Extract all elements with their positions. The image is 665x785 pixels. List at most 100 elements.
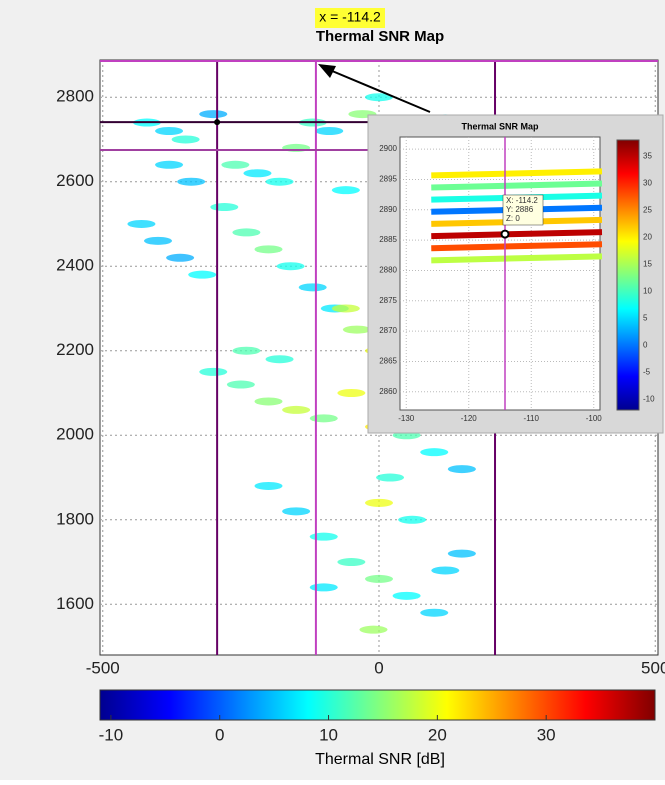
y-tick-label: 2200 bbox=[56, 340, 94, 359]
snr-point bbox=[232, 228, 260, 236]
snr-point bbox=[448, 465, 476, 473]
snr-point bbox=[431, 566, 459, 574]
inset-colorbar-tick-label: 30 bbox=[643, 178, 652, 187]
inset-colorbar-tick-label: 15 bbox=[643, 259, 652, 268]
inset-colorbar-tick-label: 25 bbox=[643, 205, 652, 214]
inset-y-tick-label: 2885 bbox=[379, 235, 397, 244]
snr-point bbox=[332, 186, 360, 194]
snr-point bbox=[343, 326, 371, 334]
colorbar-label: Thermal SNR [dB] bbox=[315, 751, 445, 768]
y-tick-label: 2600 bbox=[56, 171, 94, 190]
snr-point bbox=[310, 583, 338, 591]
snr-point bbox=[398, 516, 426, 524]
snr-point bbox=[144, 237, 172, 245]
cursor-dot bbox=[214, 119, 220, 125]
inset-y-tick-label: 2880 bbox=[379, 266, 397, 275]
inset-datatip-text: Y: 2886 bbox=[506, 205, 534, 214]
inset-colorbar-tick-label: 20 bbox=[643, 232, 652, 241]
snr-point bbox=[266, 178, 294, 186]
snr-point bbox=[337, 558, 365, 566]
snr-point bbox=[332, 304, 360, 312]
snr-point bbox=[255, 397, 283, 405]
colorbar-tick-label: 30 bbox=[537, 725, 556, 744]
snr-point bbox=[315, 127, 343, 135]
snr-point bbox=[127, 220, 155, 228]
snr-point bbox=[227, 381, 255, 389]
inset-datatip-text: X: -114.2 bbox=[506, 196, 538, 205]
x-tick-label: 0 bbox=[374, 658, 383, 677]
snr-point bbox=[199, 368, 227, 376]
inset-x-tick-label: -110 bbox=[524, 414, 540, 423]
snr-point bbox=[155, 127, 183, 135]
y-tick-label: 2400 bbox=[56, 256, 94, 275]
inset-band bbox=[431, 232, 602, 236]
inset-y-tick-label: 2890 bbox=[379, 205, 397, 214]
x-tick-label: -500 bbox=[86, 658, 120, 677]
snr-point bbox=[310, 414, 338, 422]
snr-point bbox=[448, 550, 476, 558]
inset-colorbar-tick-label: -10 bbox=[643, 394, 655, 403]
y-tick-label: 1800 bbox=[56, 509, 94, 528]
colorbar-tick-label: 0 bbox=[215, 725, 224, 744]
x-tick-label: 500 bbox=[641, 658, 665, 677]
snr-point bbox=[299, 283, 327, 291]
colorbar-tick-label: 10 bbox=[319, 725, 338, 744]
inset-x-tick-label: -130 bbox=[398, 414, 415, 423]
inset-plot bbox=[400, 137, 600, 410]
snr-point bbox=[365, 499, 393, 507]
inset-datatip-text: Z: 0 bbox=[506, 214, 520, 223]
snr-point bbox=[210, 203, 238, 211]
snr-point bbox=[310, 533, 338, 541]
snr-point bbox=[393, 592, 421, 600]
inset-y-tick-label: 2860 bbox=[379, 387, 397, 396]
y-tick-label: 2800 bbox=[56, 87, 94, 106]
inset-colorbar-tick-label: 0 bbox=[643, 340, 648, 349]
snr-point bbox=[172, 135, 200, 143]
inset-x-tick-label: -100 bbox=[586, 414, 603, 423]
snr-point bbox=[266, 355, 294, 363]
snr-point bbox=[177, 178, 205, 186]
inset-x-tick-label: -120 bbox=[461, 414, 478, 423]
snr-point bbox=[365, 575, 393, 583]
inset-band bbox=[431, 256, 602, 260]
chart-title: Thermal SNR Map bbox=[316, 28, 444, 45]
snr-point bbox=[221, 161, 249, 169]
inset-y-tick-label: 2875 bbox=[379, 296, 397, 305]
inset-colorbar-tick-label: 35 bbox=[643, 151, 652, 160]
cursor-label: x = -114.2 bbox=[319, 9, 381, 25]
chart: x = -114.2 Thermal SNR Map Thermal SNR [… bbox=[0, 0, 665, 780]
snr-point bbox=[243, 169, 271, 177]
inset-band bbox=[431, 244, 602, 248]
snr-point bbox=[359, 626, 387, 634]
inset-datatip-dot bbox=[502, 231, 509, 238]
inset-colorbar-tick-label: 5 bbox=[643, 313, 648, 322]
snr-point bbox=[199, 110, 227, 118]
colorbar-tick-label: 20 bbox=[428, 725, 447, 744]
snr-point bbox=[282, 507, 310, 515]
inset-band bbox=[431, 171, 602, 175]
inset-band bbox=[431, 184, 602, 188]
inset-y-tick-label: 2865 bbox=[379, 357, 397, 366]
y-tick-label: 2000 bbox=[56, 425, 94, 444]
snr-point bbox=[255, 245, 283, 253]
snr-point bbox=[166, 254, 194, 262]
inset-title: Thermal SNR Map bbox=[461, 121, 539, 131]
inset-y-tick-label: 2870 bbox=[379, 326, 397, 335]
snr-point bbox=[277, 262, 305, 270]
colorbar-tick-label: -10 bbox=[99, 725, 124, 744]
snr-point bbox=[376, 474, 404, 482]
snr-point bbox=[232, 347, 260, 355]
inset-colorbar bbox=[617, 140, 639, 410]
snr-point bbox=[255, 482, 283, 490]
inset-y-tick-label: 2900 bbox=[379, 144, 397, 153]
inset-colorbar-tick-label: 10 bbox=[643, 286, 652, 295]
inset-y-tick-label: 2895 bbox=[379, 175, 397, 184]
snr-point bbox=[420, 448, 448, 456]
snr-point bbox=[337, 389, 365, 397]
y-tick-label: 1600 bbox=[56, 594, 94, 613]
snr-point bbox=[282, 406, 310, 414]
snr-point bbox=[155, 161, 183, 169]
snr-point bbox=[188, 271, 216, 279]
colorbar bbox=[100, 690, 655, 720]
snr-point bbox=[420, 609, 448, 617]
